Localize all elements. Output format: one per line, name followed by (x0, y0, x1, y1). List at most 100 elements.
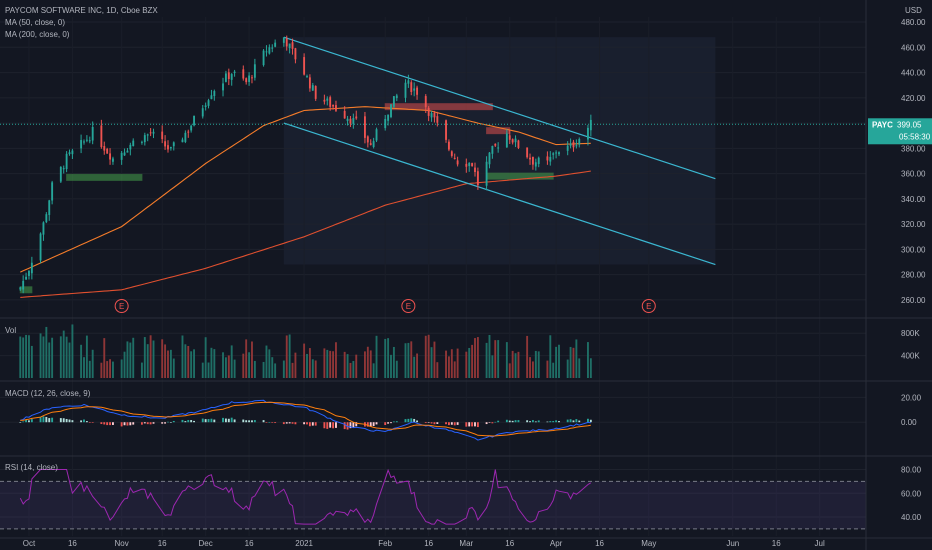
volume-bar-40 (181, 335, 184, 378)
candle-body-8 (48, 200, 51, 215)
earnings-marker-label-0: E (119, 302, 124, 311)
rsi-tick-label-0: 80.00 (901, 466, 922, 475)
macd-histogram-bar-120 (505, 419, 508, 423)
macd-histogram-bar-98 (413, 418, 416, 423)
candle-body-117 (491, 145, 494, 154)
candle-body-141 (589, 119, 592, 131)
macd-histogram-bar-54 (233, 419, 236, 423)
volume-bar-12 (65, 336, 68, 378)
volume-bar-67 (288, 334, 291, 378)
volume-bar-114 (476, 337, 479, 378)
candle-body-53 (230, 74, 233, 80)
volume-bar-124 (517, 351, 520, 378)
macd-histogram-bar-102 (430, 422, 433, 424)
x-tick-label-9: Mar (459, 539, 473, 548)
volume-bar-94 (395, 360, 398, 378)
price-tick-label-8: 320.00 (901, 220, 926, 229)
candle-body-65 (282, 37, 285, 43)
candle-body-51 (224, 73, 227, 82)
macd-histogram-bar-61 (265, 422, 268, 423)
volume-bar-89 (375, 335, 378, 378)
candle-body-72 (308, 77, 311, 89)
macd-histogram-bar-43 (190, 420, 193, 423)
rsi-line (19, 468, 592, 525)
macd-histogram-bar-117 (491, 422, 494, 424)
volume-bar-102 (430, 347, 433, 378)
candle-body-67 (288, 43, 291, 49)
candle-body-122 (511, 139, 514, 143)
price-tick-label-5: 380.00 (901, 144, 926, 153)
candle-body-76 (326, 98, 329, 101)
macd-legend[interactable]: MACD (12, 26, close, 9) (5, 389, 91, 398)
candle-body-10 (59, 166, 62, 182)
x-tick-label-13: May (641, 539, 656, 548)
candle-body-13 (68, 152, 71, 155)
macd-histogram-bar-92 (390, 422, 392, 424)
macd-histogram-bar-134 (558, 421, 560, 423)
earnings-marker-2[interactable] (641, 299, 656, 313)
chart-title[interactable]: PAYCOM SOFTWARE INC, 1D, Cboe BZX (5, 6, 158, 15)
volume-bar-109 (456, 348, 459, 378)
candle-body-73 (311, 85, 314, 91)
candle-body-69 (294, 48, 297, 60)
earnings-marker-0[interactable] (114, 299, 129, 313)
candle-body-132 (552, 153, 555, 155)
grid-lines (0, 17, 866, 536)
volume-bar-76 (326, 349, 329, 378)
channel-lines-layer[interactable] (283, 36, 716, 266)
volume-bar-47 (207, 362, 210, 378)
macd-histogram-bar-10 (59, 418, 62, 423)
candle-body-124 (517, 140, 520, 148)
macd-histogram-bar-86 (366, 422, 369, 427)
candle-body-26 (123, 152, 126, 156)
volume-bar-43 (190, 351, 193, 378)
macd-histogram-bar-113 (474, 422, 476, 427)
macd-histogram-bar-118 (494, 421, 497, 423)
candle-body-39 (172, 142, 175, 147)
candle-body-125 (526, 147, 529, 158)
macd-histogram-bar-3 (28, 420, 30, 423)
volume-bar-70 (303, 343, 306, 378)
volume-bar-52 (227, 355, 230, 378)
volume-legend[interactable]: Vol (5, 326, 16, 335)
macd-histogram-bar-90 (384, 422, 387, 426)
candle-body-133 (555, 152, 558, 154)
price-tick-label-3: 420.00 (901, 94, 926, 103)
candle-body-105 (445, 120, 447, 140)
candle-body-97 (410, 82, 413, 92)
earnings-marker-1[interactable] (401, 299, 416, 313)
currency-label: USD (905, 6, 922, 15)
macd-histogram-bar-29 (132, 422, 135, 425)
x-tick-label-16: Jul (815, 539, 825, 548)
macd-histogram-bar-115 (485, 422, 488, 425)
macd-histogram-bar-9 (51, 417, 54, 423)
candle-body-34 (152, 131, 155, 134)
volume-bar-116 (488, 334, 491, 378)
macd-histogram-bar-116 (488, 422, 491, 423)
volume-bar-87 (369, 350, 372, 378)
macd-histogram-bar-111 (468, 422, 471, 427)
candle-body-54 (233, 71, 236, 74)
candle-body-100 (424, 96, 427, 108)
ma50-legend[interactable]: MA (50, close, 0) (5, 18, 65, 27)
candle-body-121 (508, 135, 511, 140)
volume-bar-20 (100, 362, 103, 378)
macd-histogram-bar-11 (62, 418, 65, 423)
macd-histogram-bar-94 (395, 421, 398, 423)
macd-histogram-bar-53 (230, 417, 233, 423)
channel-line-1 (283, 122, 716, 266)
volume-bar-93 (392, 346, 395, 378)
volume-bar-110 (465, 351, 468, 378)
macd-histogram-bar-1 (22, 421, 25, 423)
macd-histogram-bar-22 (106, 422, 109, 426)
candle-body-101 (427, 108, 430, 116)
volume-bar-61 (265, 345, 268, 378)
macd-histogram-bar-101 (427, 422, 430, 423)
rsi-legend[interactable]: RSI (14, close) (5, 463, 58, 472)
volume-tick-label-0: 800K (901, 329, 920, 338)
candle-body-61 (265, 51, 268, 53)
macd-histogram-bar-16 (83, 419, 85, 423)
ma200-legend[interactable]: MA (200, close, 0) (5, 30, 70, 39)
